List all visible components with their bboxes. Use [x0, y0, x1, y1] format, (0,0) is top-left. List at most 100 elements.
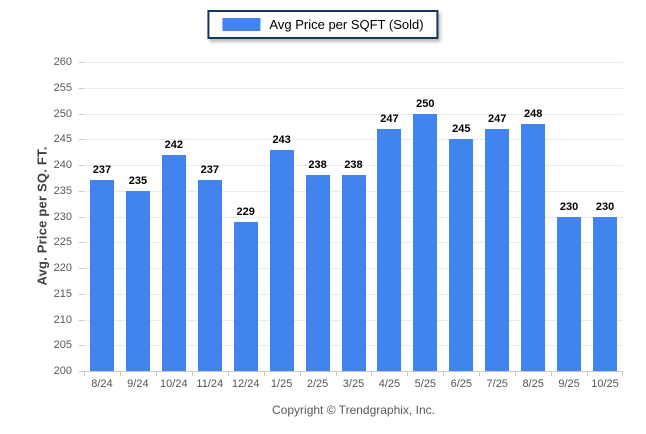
x-tick: [371, 372, 373, 376]
y-tick-label: 215: [53, 287, 72, 300]
bar-value-label: 248: [523, 107, 543, 120]
bar-6/25: [449, 139, 474, 371]
y-tick-label: 245: [53, 133, 72, 146]
bar-8/24: [89, 180, 114, 371]
y-tick-label: 200: [53, 365, 72, 377]
bar-value-label: 250: [416, 97, 435, 110]
x-tick: [551, 372, 553, 376]
bar-value-label: 230: [595, 200, 615, 213]
bar-value-label: 238: [308, 159, 327, 172]
x-tick-label: 9/24: [127, 378, 149, 390]
y-tick: [79, 268, 84, 269]
x-axis: 8/24 9/24 10/24 11/24 12/24 1/25 2/25 3/25 4/25 5…: [84, 371, 623, 401]
plot-area: 237 235 242 237 229 243 238 238 247 250 245 247 248 2…: [84, 62, 623, 372]
x-tick-label: 9/25: [558, 378, 580, 390]
y-tick: [79, 319, 84, 321]
bar-8/25: [521, 123, 546, 371]
x-tick-label: 2/25: [306, 378, 329, 390]
legend: Avg Price per SQFT (Sold): [207, 10, 439, 39]
bar-3/25: [341, 175, 366, 371]
legend-swatch: [222, 18, 261, 31]
x-tick-label: 7/25: [486, 378, 508, 390]
y-tick: [79, 190, 84, 192]
y-tick: [79, 165, 84, 166]
y-tick: [79, 371, 84, 372]
x-tick-label: 12/24: [231, 378, 260, 390]
x-tick: [622, 372, 623, 376]
y-tick-label: 225: [53, 236, 72, 249]
bar-value-label: 229: [236, 205, 255, 218]
x-tick-label: 10/25: [591, 378, 619, 390]
x-tick: [263, 372, 265, 376]
bar-1/25: [269, 149, 294, 371]
bar-11/24: [197, 180, 222, 371]
copyright-text: Copyright © Trendgraphix, Inc.: [272, 403, 435, 417]
bar-2/25: [305, 175, 330, 371]
y-tick-label: 250: [53, 107, 72, 120]
x-tick-label: 1/25: [270, 378, 293, 390]
y-tick-label: 255: [53, 81, 72, 94]
x-tick-label: 10/24: [160, 378, 188, 390]
gridline: [84, 139, 623, 141]
y-tick-label: 260: [53, 56, 72, 68]
bar-7/25: [485, 128, 510, 371]
x-tick: [443, 372, 445, 376]
x-tick: [227, 372, 229, 376]
bar-4/25: [377, 128, 402, 371]
x-tick: [407, 372, 409, 376]
x-tick-label: 8/25: [522, 378, 544, 390]
y-tick: [79, 345, 84, 347]
bar-value-label: 237: [200, 164, 219, 177]
bar-10/25: [593, 216, 618, 371]
bar-12/24: [233, 221, 258, 371]
bar-10/24: [161, 154, 186, 371]
x-tick-label: 11/24: [196, 378, 224, 390]
gridline: [84, 113, 623, 115]
y-tick: [79, 216, 84, 218]
bar-value-label: 235: [128, 174, 148, 187]
y-tick: [79, 242, 84, 244]
x-tick-label: 4/25: [378, 378, 401, 390]
x-tick-label: 8/24: [91, 378, 113, 390]
x-tick: [587, 372, 589, 376]
bar-9/25: [557, 216, 582, 371]
x-tick-label: 6/25: [450, 378, 472, 390]
x-tick: [299, 372, 301, 376]
legend-label: Avg Price per SQFT (Sold): [269, 17, 424, 32]
bar-5/25: [413, 113, 438, 371]
bar-value-label: 243: [272, 133, 291, 146]
x-tick: [191, 372, 193, 376]
y-tick-label: 235: [53, 184, 72, 197]
y-tick-label: 240: [53, 159, 72, 171]
x-tick: [335, 372, 337, 376]
y-tick-label: 205: [53, 339, 72, 352]
y-tick-label: 220: [53, 262, 72, 274]
gridline: [84, 165, 623, 166]
y-tick: [79, 87, 84, 89]
x-tick: [84, 372, 85, 376]
x-tick-label: 5/25: [414, 378, 437, 390]
y-tick: [79, 62, 84, 63]
gridline: [84, 87, 623, 89]
y-tick-label: 230: [53, 210, 72, 223]
x-tick: [119, 372, 121, 376]
x-tick: [515, 372, 517, 376]
bar-value-label: 230: [559, 200, 579, 213]
x-tick: [479, 372, 481, 376]
y-tick-label: 210: [53, 313, 72, 326]
gridline: [84, 62, 623, 63]
bar-9/24: [125, 190, 150, 371]
bar-value-label: 245: [452, 123, 471, 136]
bar-value-label: 242: [164, 138, 183, 151]
x-axis-line: [84, 371, 623, 372]
x-tick-label: 3/25: [342, 378, 365, 390]
bar-value-label: 247: [380, 112, 399, 125]
x-tick: [155, 372, 157, 376]
bar-value-label: 247: [488, 112, 507, 125]
bar-value-label: 237: [92, 164, 112, 177]
y-axis: 200 205 210 215 220 225 230 235 240 245 250 255 260: [0, 56, 84, 377]
bar-value-label: 238: [344, 159, 363, 172]
y-tick: [79, 293, 84, 295]
y-tick: [79, 113, 84, 115]
